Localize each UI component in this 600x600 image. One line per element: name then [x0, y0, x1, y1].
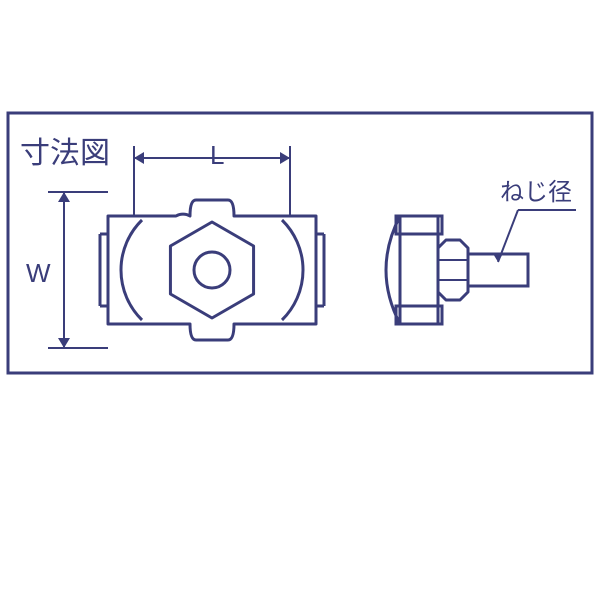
title-label: 寸法図	[20, 128, 110, 172]
dim-w-label: W	[26, 258, 51, 289]
screw-label: ねじ径	[500, 172, 572, 207]
dimension-diagram	[0, 0, 600, 600]
dim-l-label: L	[210, 140, 224, 171]
